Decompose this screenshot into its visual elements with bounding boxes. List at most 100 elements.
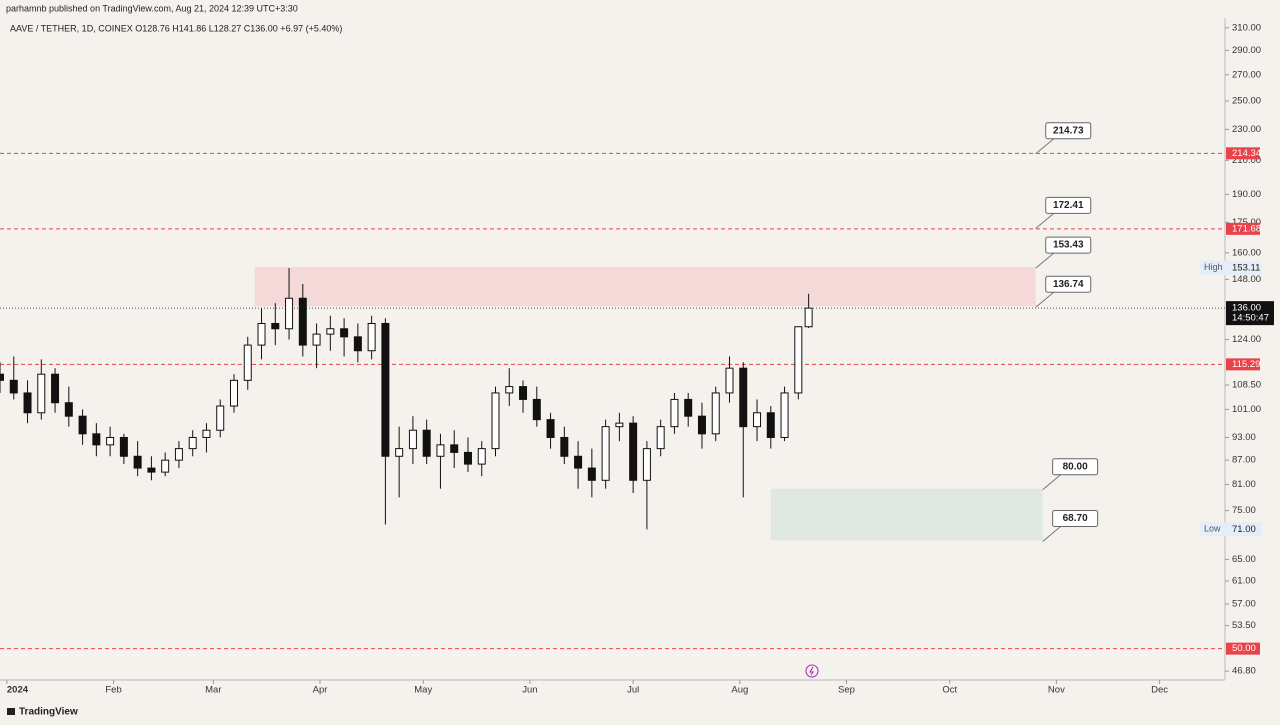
x-tick-label: May (414, 685, 432, 696)
logo-icon (7, 708, 15, 715)
candle-body (491, 392, 500, 450)
callout-label: 68.70 (1063, 513, 1088, 524)
candle-body (725, 367, 734, 394)
callout-box (1052, 458, 1099, 476)
candle-body (161, 459, 170, 473)
level-tag (1226, 147, 1260, 160)
candle-body (436, 444, 445, 457)
y-tick-label: 250.00 (1232, 95, 1261, 106)
x-tick-label: Aug (731, 685, 748, 696)
candle-body (670, 398, 679, 428)
candle-body (656, 426, 665, 450)
x-tick-label: 2024 (7, 685, 29, 696)
candle-body (532, 398, 541, 421)
legend: AAVE / TETHER, 1D, COINEX O128.76 H141.8… (10, 23, 342, 33)
y-tick-label: 53.50 (1232, 620, 1256, 631)
callout-label: 172.41 (1053, 200, 1084, 211)
y-tick-label: 46.80 (1232, 666, 1256, 677)
x-tick-label: Mar (205, 685, 221, 696)
candle-body (285, 297, 294, 330)
candle-body (340, 328, 349, 338)
header: parhamnb published on TradingView.com, A… (6, 3, 298, 13)
y-tick-label: 81.00 (1232, 479, 1256, 490)
x-tick-label: Sep (838, 685, 855, 696)
callout-pointer (1035, 291, 1055, 308)
level-label: 50.00 (1232, 643, 1256, 654)
x-tick-label: Jul (627, 685, 639, 696)
candle-body (298, 297, 307, 346)
candle-body (477, 448, 486, 465)
candle-body (766, 412, 775, 438)
candle-body (37, 373, 46, 414)
candle-body (615, 422, 624, 428)
candle-body (395, 448, 404, 457)
callout-pointer (1035, 252, 1055, 269)
candle-body (243, 344, 252, 381)
level-tag (1226, 642, 1260, 655)
candle-body (229, 379, 238, 407)
y-tick-label: 75.00 (1232, 505, 1256, 516)
candle-body (642, 448, 651, 481)
candle-body (422, 429, 431, 457)
candle-body (505, 386, 514, 394)
callout-pointer (1035, 213, 1055, 229)
footer-logo: TradingView (7, 707, 78, 718)
y-tick-label: 190.00 (1232, 189, 1261, 200)
y-tick-label: 61.00 (1232, 575, 1256, 586)
x-tick-label: Nov (1048, 685, 1065, 696)
marker-value: 71.00 (1232, 524, 1256, 535)
candle-body (546, 419, 555, 438)
callout-pointer (1035, 138, 1055, 155)
candle-body (147, 467, 156, 473)
candle-body (353, 336, 362, 352)
zone (770, 488, 1043, 541)
footer: TradingView (19, 707, 78, 718)
candle-body (326, 328, 335, 335)
candle-body (92, 433, 101, 446)
candle-body (697, 415, 706, 435)
y-tick-label: 87.00 (1232, 455, 1256, 466)
marker-text: Low (1204, 524, 1221, 534)
candle-body (587, 467, 596, 481)
x-tick-label: Oct (942, 685, 957, 696)
candle-body (629, 422, 638, 481)
y-tick-label: 210.00 (1232, 155, 1261, 166)
candle-body (450, 444, 459, 453)
candle-body (78, 415, 87, 435)
alert-circle (805, 664, 819, 678)
marker-tag (1200, 260, 1262, 275)
candle-body (51, 373, 60, 404)
marker-tag (1200, 522, 1262, 537)
level-tag (1226, 222, 1260, 235)
candle-body (519, 386, 528, 400)
candle-body (601, 426, 610, 481)
x-tick-label: Dec (1151, 685, 1168, 696)
candle-body (64, 402, 73, 417)
candle-body (684, 398, 693, 417)
candle-body (0, 373, 4, 381)
y-tick-label: 270.00 (1232, 69, 1261, 80)
candle-body (560, 436, 569, 457)
y-tick-label: 290.00 (1232, 45, 1261, 56)
x-tick-label: Jun (522, 685, 537, 696)
candle-body (216, 405, 225, 431)
candle-body (23, 392, 32, 414)
price-tag (1226, 301, 1274, 326)
callout-label: 136.74 (1053, 279, 1084, 290)
candle-body (271, 322, 280, 330)
candle-body (174, 448, 183, 461)
candle-body (794, 326, 803, 394)
marker-text: High (1204, 262, 1223, 272)
candle-body (780, 392, 789, 438)
alert-icon (805, 664, 819, 678)
candle-body (381, 322, 390, 457)
candle-body (202, 429, 211, 438)
candle-body (106, 436, 115, 446)
y-tick-label: 124.00 (1232, 334, 1261, 345)
y-tick-label: 93.00 (1232, 432, 1256, 443)
candle-body (753, 412, 762, 428)
y-tick-label: 65.00 (1232, 554, 1256, 565)
callout-box (1045, 122, 1092, 140)
